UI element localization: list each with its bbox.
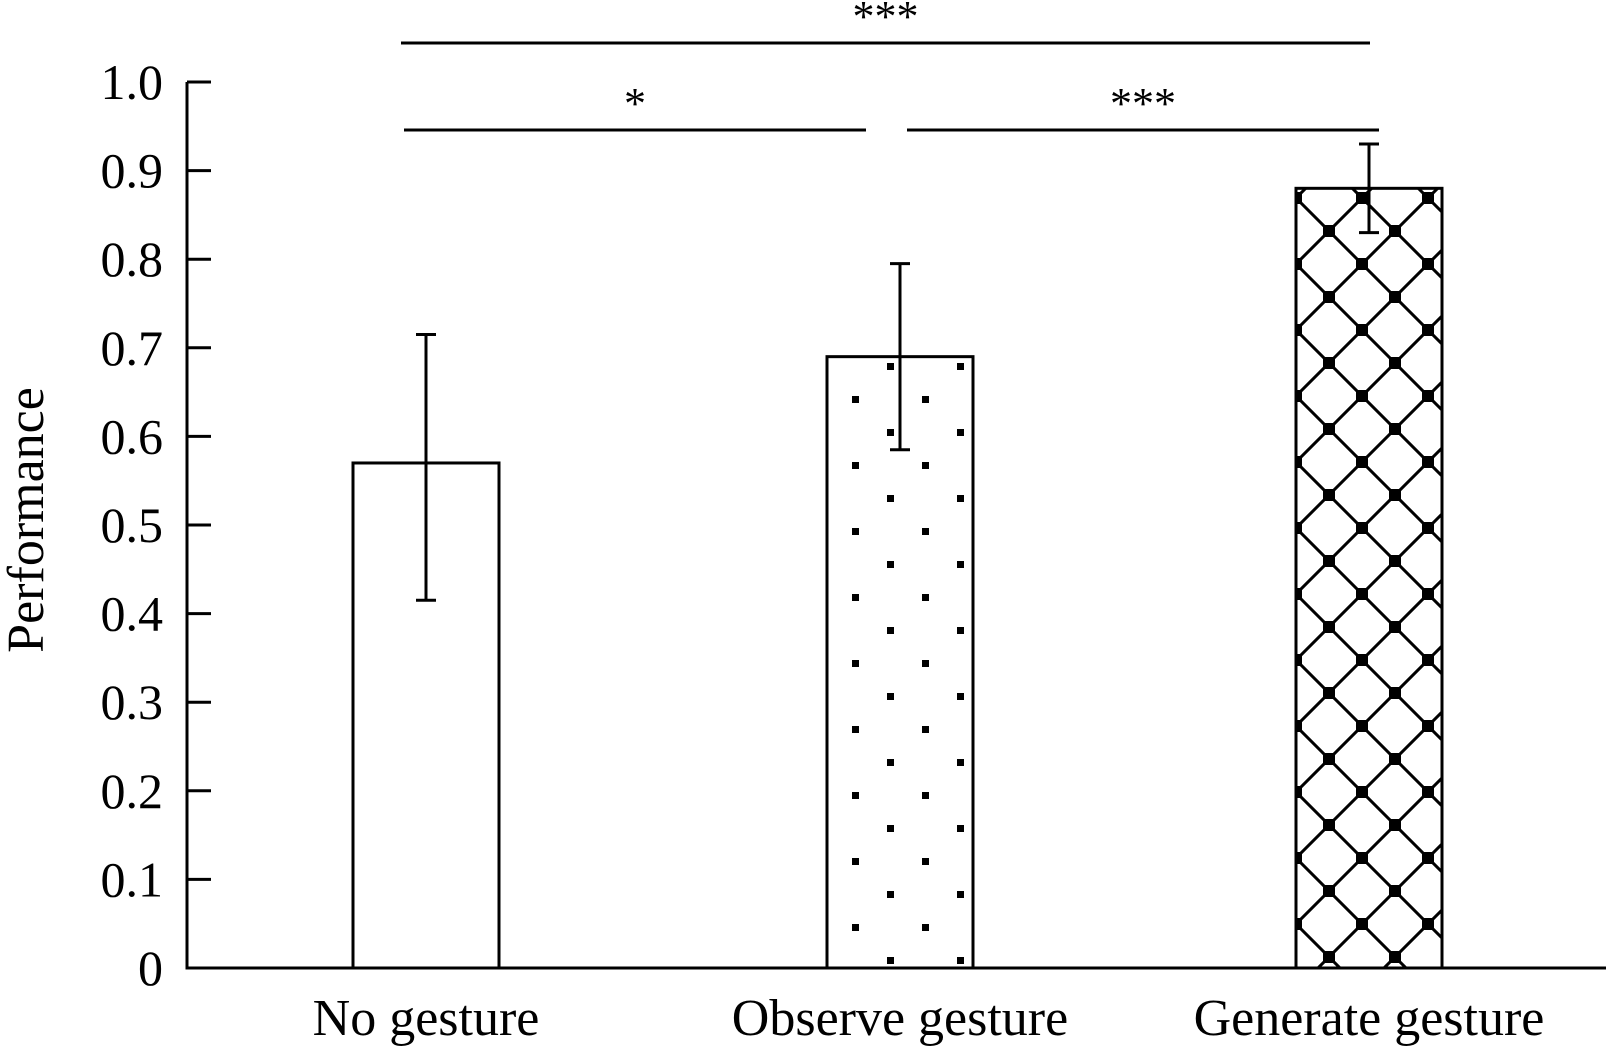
y-tick-label: 0.4 — [101, 586, 164, 642]
bar-generate-gesture — [1294, 186, 1444, 970]
significance-label: * — [624, 79, 646, 128]
y-tick-label: 0.6 — [101, 408, 164, 464]
y-tick-label: 0.7 — [101, 320, 164, 376]
significance-brackets: * ****** — [401, 0, 1379, 132]
significance-label: *** — [1110, 79, 1176, 128]
significance-label: *** — [853, 0, 919, 41]
y-axis: 0 0.1 0.2 0.3 0.4 0.5 0.6 0.7 0.8 0.9 1.0 — [101, 54, 211, 996]
y-tick-label: 0.5 — [101, 497, 164, 553]
bars — [351, 186, 1444, 970]
y-tick-label: 0.3 — [101, 674, 164, 730]
y-tick-label: 0.1 — [101, 851, 164, 907]
y-axis-title: Performance — [0, 387, 55, 653]
x-axis: No gesture Observe gesture Generate gestur… — [185, 966, 1606, 1047]
error-bars — [416, 142, 1379, 602]
y-tick-label: 0.9 — [101, 143, 164, 199]
y-tick-label: 0.2 — [101, 763, 164, 819]
y-tick-label: 1.0 — [101, 54, 164, 110]
y-tick-label: 0 — [138, 940, 163, 996]
y-tick-label: 0.8 — [101, 231, 164, 287]
x-category-label: No gesture — [313, 990, 540, 1047]
x-category-label: Observe gesture — [732, 990, 1068, 1047]
x-category-label: Generate gesture — [1194, 990, 1545, 1047]
